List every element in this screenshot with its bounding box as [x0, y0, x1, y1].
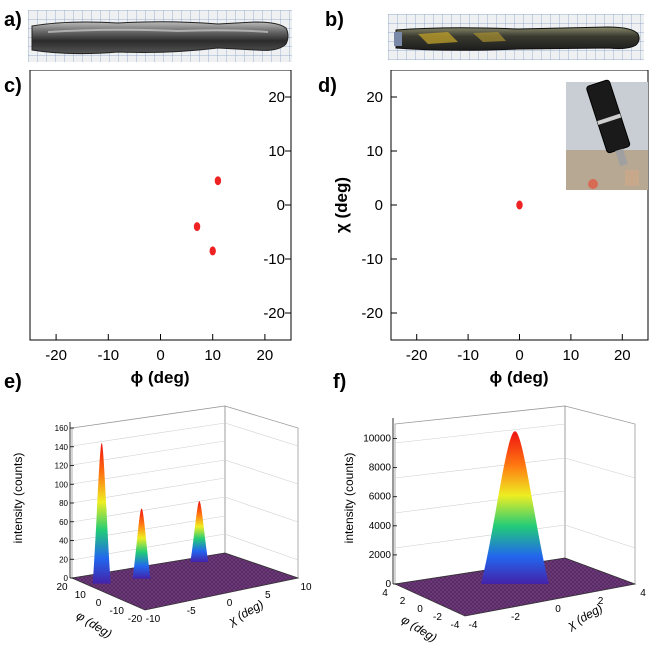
surface-peak [92, 442, 111, 584]
z-tick-label: 6000 [369, 492, 392, 503]
phi-tick-label: 0 [96, 598, 102, 609]
surface-chart-f: 10000 8000 6000 4000 2000 0 intensity (counts… [342, 405, 646, 645]
phi-tick-label: -10 [110, 606, 125, 617]
chart-c-xlabel: ϕ (deg) [130, 368, 189, 387]
chi-tick-label: -4 [469, 620, 478, 631]
inset-photo [566, 79, 648, 190]
y-tick-label: 20 [366, 89, 383, 106]
chi-tick-label: 10 [300, 582, 312, 593]
z-tick-label: 120 [55, 462, 69, 471]
surface-peak [481, 431, 549, 584]
chart-d-xlabel: ϕ (deg) [489, 368, 548, 387]
phi-tick-label: 4 [382, 588, 388, 599]
z-tick-label: 20 [59, 555, 68, 564]
phi-tick-label: 10 [75, 590, 87, 601]
y-tick-label: 0 [277, 197, 285, 214]
z-tick-label: 0 [385, 579, 391, 590]
chi-tick-label: 5 [265, 590, 271, 601]
panel-label-e: e) [4, 371, 22, 393]
z-tick-label: 2000 [369, 550, 392, 561]
x-tick-label: 0 [515, 347, 523, 364]
panel-label-a: a) [4, 9, 22, 31]
x-tick-label: 10 [563, 347, 580, 364]
chi-tick-label: -2 [511, 612, 520, 623]
z-tick-label: 80 [59, 499, 68, 508]
x-tick-label: -20 [406, 347, 428, 364]
x-tick-label: 0 [156, 347, 164, 364]
chart-d-ylabel: χ (deg) [332, 177, 351, 233]
panel-label-f: f) [333, 371, 347, 393]
data-point [209, 246, 216, 256]
x-tick-label: -10 [457, 347, 479, 364]
phi-tick-label: -2 [433, 612, 442, 623]
panel-label-d: d) [318, 75, 337, 97]
phi-tick-label: 20 [56, 582, 68, 593]
y-tick-label: 10 [366, 143, 383, 160]
z-tick-label: 140 [55, 443, 69, 452]
y-tick-label: 0 [375, 197, 383, 214]
chi-tick-label: -5 [187, 606, 196, 617]
data-point [516, 200, 523, 210]
panel-label-b: b) [325, 9, 344, 31]
z-tick-label: 8000 [369, 463, 392, 474]
data-point [193, 222, 201, 232]
chi-tick-label: 2 [598, 596, 604, 607]
y-tick-label: 10 [268, 143, 285, 160]
y-tick-label: -10 [361, 251, 383, 268]
z-tick-label: 4000 [369, 521, 392, 532]
chi-tick-label: 0 [555, 604, 561, 615]
sample-photo-a [28, 10, 292, 62]
phi-tick-label: -4 [451, 620, 460, 631]
chi-tick-label: 4 [640, 588, 646, 599]
chi-tick-label: 0 [227, 598, 233, 609]
chi-tick-label: -10 [146, 614, 161, 625]
y-tick-label: -20 [361, 305, 383, 322]
x-tick-label: -10 [97, 347, 119, 364]
rod-image-b [394, 26, 640, 51]
phi-tick-label: 2 [400, 596, 406, 607]
surface-f-ylabel: χ (deg) [564, 601, 605, 633]
z-tick-label: 160 [55, 424, 69, 433]
z-tick-label: 0 [64, 574, 69, 583]
chart-c: -20 -10 0 10 20 20 10 0 -10 -20 ϕ (deg) [29, 70, 292, 387]
y-tick-label: -20 [263, 305, 285, 322]
y-tick-label: -10 [263, 251, 285, 268]
chart-d: -20 -10 0 10 20 20 10 0 -10 -20 ϕ (deg) χ (deg) [332, 70, 649, 387]
surface-f-zlabel: intensity (counts) [342, 453, 356, 544]
sample-photo-b [388, 14, 644, 60]
rod-image-a [31, 21, 289, 55]
z-tick-label: 40 [59, 537, 68, 546]
data-point [214, 176, 222, 186]
phi-tick-label: 0 [417, 604, 423, 615]
surface-e-xlabel: φ (deg) [74, 608, 115, 641]
z-tick-label: 10000 [363, 434, 391, 445]
phi-tick-label: -20 [128, 614, 143, 625]
surface-e-zlabel: intensity (counts) [11, 453, 25, 544]
x-tick-label: 20 [257, 347, 274, 364]
surface-peak [132, 508, 151, 579]
chart-c-frame [29, 70, 292, 341]
z-tick-label: 60 [59, 518, 68, 527]
y-tick-label: 20 [268, 89, 285, 106]
surface-peak [190, 501, 209, 562]
panel-label-c: c) [4, 75, 22, 97]
x-tick-label: -20 [45, 347, 67, 364]
z-tick-label: 100 [55, 480, 69, 489]
x-tick-label: 20 [614, 347, 631, 364]
x-tick-label: 10 [204, 347, 221, 364]
surface-floor-e [70, 552, 300, 611]
